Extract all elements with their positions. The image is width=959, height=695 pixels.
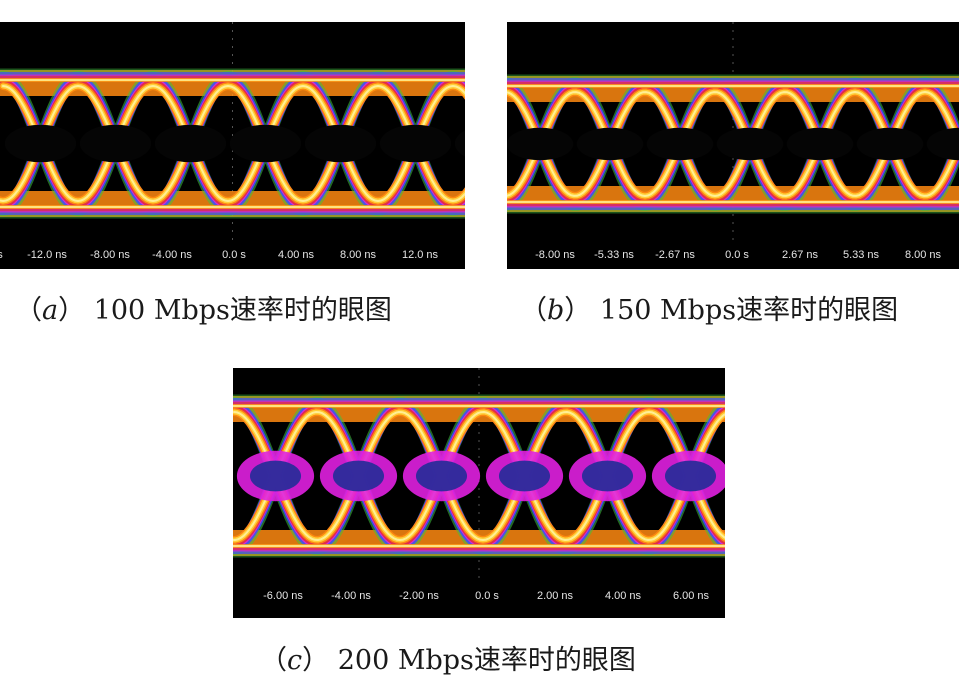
eye-diagram-svg-c: -6.00 ns -4.00 ns -2.00 ns 0.0 s 2.00 ns 4.00… [233,368,725,618]
eye-opening [454,130,465,157]
figure-caption-c: （c） 200 Mbps速率时的眼图 [260,645,636,676]
caption-label-b: b [547,295,565,326]
figure-caption-a: （a） 100 Mbps速率时的眼图 [15,295,392,326]
eye-opening [229,124,302,163]
eye-opening [646,127,714,161]
time-tick-label: -2.00 ns [399,590,439,602]
eye-diagram-svg-a: s -12.0 ns -8.00 ns -4.00 ns 0.0 s 4.00 ns 8.0… [0,22,465,269]
eye-opening [856,127,924,161]
eye-opening [786,127,854,161]
time-tick-label: 12.0 ns [402,249,439,261]
eye-opening [507,127,574,161]
time-tick-label: -6.00 ns [263,590,303,602]
eye-opening [581,460,634,492]
time-axis-strip [233,583,725,618]
eye-trace-layer [0,84,465,203]
time-tick-label: 2.00 ns [537,590,574,602]
eye-trace-layer [507,90,959,198]
caption-text-a: 100 Mbps速率时的眼图 [93,295,392,326]
time-axis-strip [507,242,959,269]
time-tick-label: 6.00 ns [673,590,710,602]
time-tick-label: -4.00 ns [331,590,371,602]
time-tick-label: 4.00 ns [605,590,642,602]
eye-trace-layer [507,90,959,198]
eye-opening [379,124,452,163]
eye-diagram-panel-a: s -12.0 ns -8.00 ns -4.00 ns 0.0 s 4.00 ns 8.0… [0,22,465,269]
time-tick-label: -4.00 ns [152,249,192,261]
time-tick-label: 0.0 s [725,249,749,261]
time-tick-label: 0.0 s [475,590,499,602]
caption-label-c: c [287,645,303,676]
eye-diagram-panel-c: -6.00 ns -4.00 ns -2.00 ns 0.0 s 2.00 ns 4.00… [233,368,725,618]
eye-opening [332,460,385,492]
eye-trace-layer [2,84,465,203]
eye-diagram-panel-b: -8.00 ns -5.33 ns -2.67 ns 0.0 s 2.67 ns 5.33… [507,22,959,269]
caption-text-c: 200 Mbps速率时的眼图 [337,645,636,676]
time-tick-label: -8.00 ns [535,249,575,261]
time-tick-label: 8.00 ns [905,249,942,261]
eye-opening [79,124,152,163]
eye-opening [4,124,77,163]
time-tick-label: -12.0 ns [27,249,67,261]
time-tick-label: -2.67 ns [655,249,695,261]
eye-opening [716,127,784,161]
time-axis-strip [0,242,465,269]
eye-opening [415,460,468,492]
time-tick-label: 2.67 ns [782,249,819,261]
eye-trace-layer [233,410,725,542]
time-tick-label: 4.00 ns [278,249,315,261]
eye-opening [154,124,227,163]
time-tick-label: s [0,249,3,261]
eye-opening [576,127,644,161]
eye-opening [926,127,959,161]
figure-caption-b: （b） 150 Mbps速率时的眼图 [520,295,899,326]
time-tick-label: 5.33 ns [843,249,880,261]
time-tick-label: -5.33 ns [594,249,634,261]
caption-text-b: 150 Mbps速率时的眼图 [599,295,899,326]
eye-trace-layer [233,410,725,542]
eye-diagram-svg-b: -8.00 ns -5.33 ns -2.67 ns 0.0 s 2.67 ns 5.33… [507,22,959,269]
eye-opening [249,460,302,492]
eye-opening [498,460,551,492]
time-tick-label: 8.00 ns [340,249,377,261]
eye-opening [304,124,377,163]
caption-label-a: a [42,295,59,326]
eye-opening [664,460,717,492]
time-tick-label: -8.00 ns [90,249,130,261]
time-tick-label: 0.0 s [222,249,246,261]
